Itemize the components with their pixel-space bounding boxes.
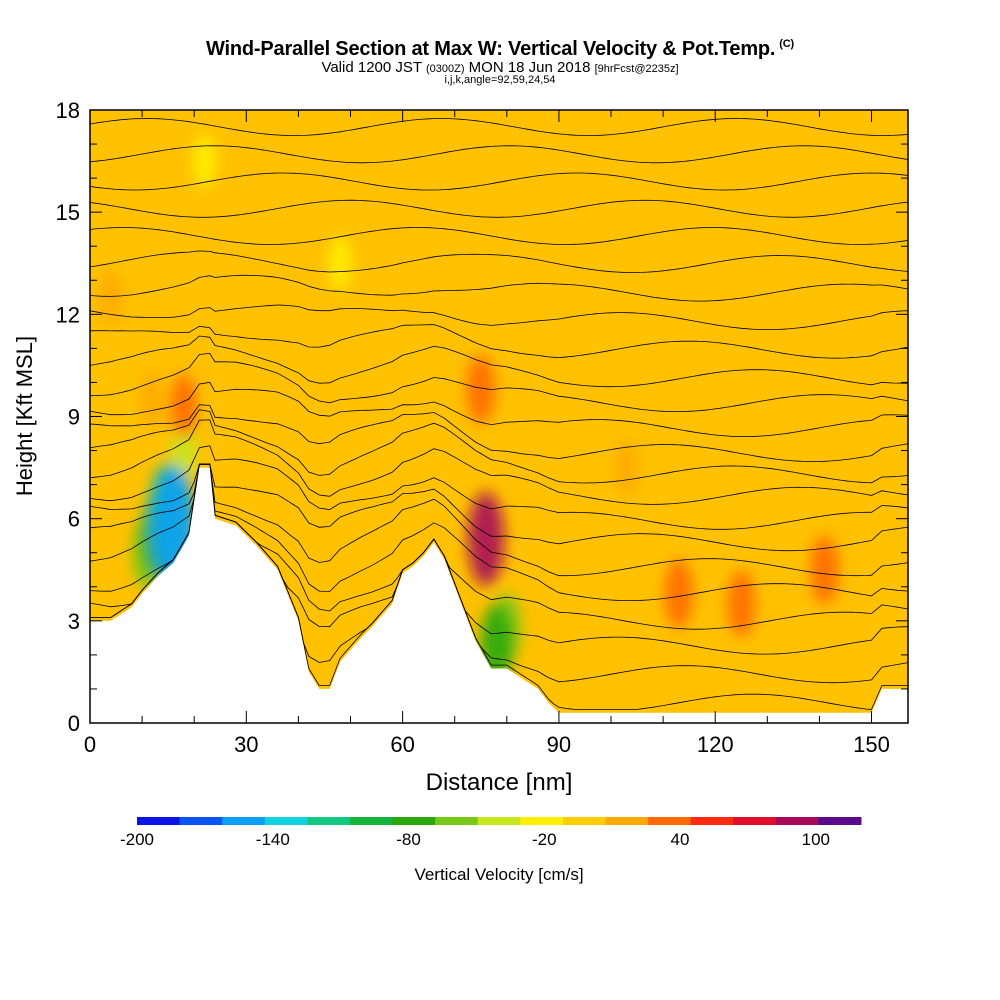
velocity-cell-4 [614, 440, 639, 495]
colorbar-segment [605, 817, 649, 825]
colorbar-segment [222, 817, 266, 825]
isentrope-line-16 [90, 274, 908, 302]
isentrope-line-12 [90, 352, 908, 412]
velocity-cell-2 [192, 134, 217, 189]
isentrope-line-20 [90, 172, 908, 191]
colorbar-segment [733, 817, 777, 825]
y-tick-label: 9 [68, 405, 80, 430]
isentrope-line-14 [90, 324, 908, 359]
subtitle-date: MON 18 Jun 2018 [468, 59, 591, 76]
x-tick-label: 60 [390, 732, 414, 757]
isentrope-line-19 [90, 199, 908, 218]
isentrope-line-3 [90, 463, 908, 630]
isentrope-line-15 [90, 304, 908, 330]
velocity-cell-1 [328, 236, 352, 291]
isentrope-line-17 [90, 250, 908, 274]
y-axis: 0 3 6 9 12 15 18 [56, 98, 908, 736]
colorbar-segment [690, 817, 734, 825]
y-tick-label: 12 [56, 302, 80, 327]
subtitle-params: i,j,k,angle=92,59,24,54 [444, 74, 556, 86]
subtitle-utc: (0300Z) [425, 63, 465, 75]
x-tick-label: 90 [547, 732, 571, 757]
velocity-cell-3 [99, 270, 123, 325]
subtitle-forecast: [9hrFcst@2235z] [594, 63, 679, 75]
colorbar-tick-label: 40 [671, 830, 690, 849]
velocity-cell-11 [810, 535, 839, 605]
colorbar-segment [307, 817, 351, 825]
colorbar-segment [137, 817, 181, 825]
isentrope-line-9 [90, 409, 908, 484]
y-tick-label: 18 [56, 98, 80, 123]
velocity-cell-10 [664, 559, 693, 629]
isentrope-line-4 [90, 463, 908, 601]
colorbar-tick-label: 100 [802, 830, 830, 849]
colorbar-segment [349, 817, 393, 825]
y-tick-label: 3 [68, 609, 80, 634]
y-tick-label: 15 [56, 200, 80, 225]
terrain-mask [90, 467, 908, 723]
x-tick-label: 150 [853, 732, 890, 757]
velocity-cell-6 [170, 374, 198, 439]
isentrope-line-5 [90, 463, 908, 577]
isentrope-line-6 [90, 463, 908, 552]
colorbar-segment [818, 817, 862, 825]
colorbar-segment [435, 817, 479, 825]
y-tick-label: 0 [68, 711, 80, 736]
colorbar-segment [648, 817, 692, 825]
colorbar: -200 -140 -80 -20 40 100 [120, 817, 862, 849]
x-tick-label: 30 [234, 732, 258, 757]
x-tick-label: 120 [697, 732, 734, 757]
isentrope-line-13 [90, 335, 908, 388]
isentrope-line-22 [90, 118, 908, 136]
velocity-cell-0 [140, 372, 165, 427]
x-axis: 0 30 60 90 120 150 [84, 110, 890, 757]
title-block: Wind-Parallel Section at Max W: Vertical… [0, 38, 1000, 86]
colorbar-segment [520, 817, 564, 825]
colorbar-segment [264, 817, 308, 825]
colorbar-tick-label: -200 [120, 830, 154, 849]
velocity-cell-15 [467, 492, 505, 587]
colorbar-segment [179, 817, 223, 825]
isentrope-line-8 [90, 419, 908, 505]
y-tick-label: 6 [68, 507, 80, 532]
colorbar-tick-label: -80 [396, 830, 421, 849]
colorbar-segment [775, 817, 819, 825]
isentrope-line-18 [90, 227, 908, 245]
velocity-cell-9 [466, 354, 495, 424]
x-axis-label: Distance [nm] [426, 769, 573, 796]
colorbar-tick-label: -140 [256, 830, 290, 849]
isentrope-line-10 [90, 404, 908, 462]
chart-title-tag: (C) [779, 38, 794, 51]
subtitle-prefix: Valid 1200 JST [321, 59, 422, 76]
chart-subtitle: Valid 1200 JST (0300Z) MON 18 Jun 2018 [… [0, 59, 1000, 76]
y-axis-label: Height [Kft MSL] [12, 336, 37, 496]
isentrope-line-21 [90, 145, 908, 164]
colorbar-segment [477, 817, 521, 825]
colorbar-tick-label: -20 [532, 830, 557, 849]
isentrope-line-11 [90, 381, 908, 437]
isentrope-contours [90, 118, 908, 710]
chart-title-text: Wind-Parallel Section at Max W: Vertical… [206, 38, 776, 60]
x-tick-label: 0 [84, 732, 96, 757]
chart-title: Wind-Parallel Section at Max W: Vertical… [0, 38, 1000, 61]
colorbar-label: Vertical Velocity [cm/s] [414, 865, 583, 884]
isentrope-line-7 [90, 445, 908, 530]
colorbar-segment [562, 817, 606, 825]
colorbar-segment [392, 817, 436, 825]
